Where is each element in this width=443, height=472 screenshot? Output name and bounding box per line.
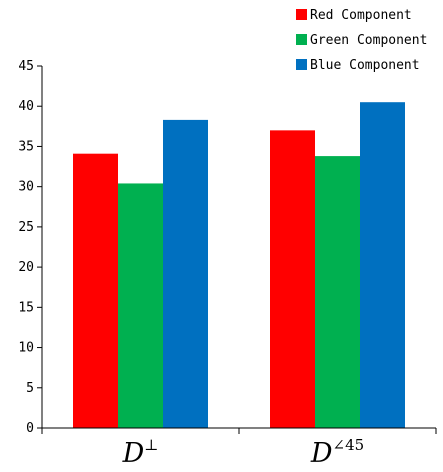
x-category-base: D	[122, 438, 145, 469]
x-category-base: D	[310, 438, 333, 469]
bar-blue-component-0	[163, 119, 208, 429]
legend-label: Green Component	[310, 33, 427, 48]
y-axis: 0 5 10 15 20 25 30 35 40 45	[18, 59, 43, 436]
y-tick-label: 45	[18, 59, 34, 74]
x-category-superscript: ∠45	[333, 436, 365, 454]
legend-label: Blue Component	[310, 58, 420, 73]
legend-label: Red Component	[310, 8, 412, 23]
bar-red-component-1	[270, 130, 315, 428]
x-axis: D⊥ D∠45	[41, 427, 437, 469]
y-tick-label: 15	[18, 300, 34, 315]
y-tick-label: 30	[18, 180, 34, 195]
legend: Red Component Green Component Blue Compone…	[296, 8, 427, 73]
y-tick-label: 20	[18, 260, 34, 275]
bar-blue-component-1	[360, 102, 405, 428]
y-tick-label: 40	[18, 99, 34, 114]
y-tick-label: 5	[26, 381, 34, 396]
y-tick-label: 25	[18, 220, 34, 235]
legend-swatch	[296, 9, 307, 20]
y-tick-label: 35	[18, 139, 34, 154]
bar-red-component-0	[73, 153, 118, 428]
x-category-superscript: ⊥	[144, 436, 158, 454]
y-tick-label: 10	[18, 341, 34, 356]
legend-swatch	[296, 59, 307, 70]
x-category-label: D⊥	[122, 436, 159, 469]
legend-swatch	[296, 34, 307, 45]
bar-green-component-1	[315, 156, 360, 428]
bars	[73, 102, 405, 429]
y-tick-label: 0	[26, 421, 34, 436]
x-category-label: D∠45	[310, 436, 364, 469]
bar-green-component-0	[118, 183, 163, 428]
